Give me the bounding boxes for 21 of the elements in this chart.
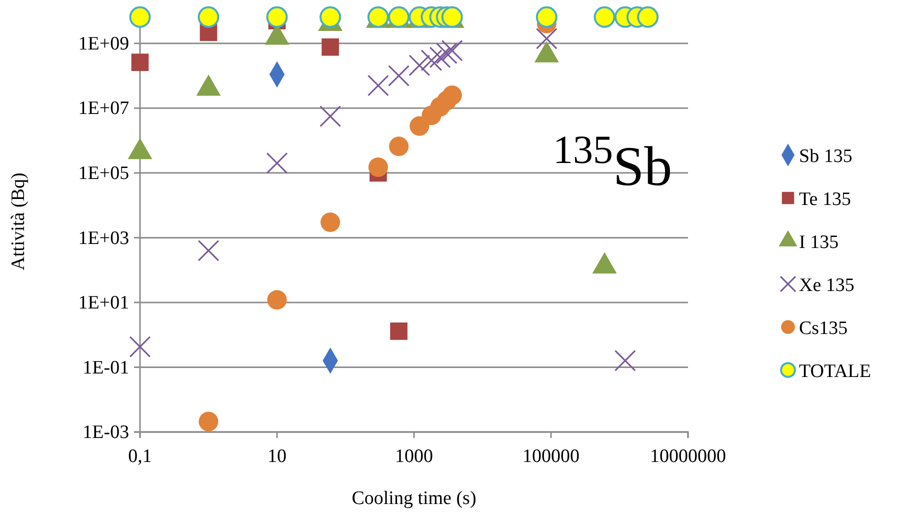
legend-label: Xe 135 [799, 275, 854, 296]
y-tick-label: 1E+07 [78, 98, 130, 120]
legend-label: I 135 [799, 232, 839, 253]
legend-label: Sb 135 [799, 146, 852, 167]
x-tick-label: 10 [268, 446, 286, 467]
x-tick-label: 1000 [395, 446, 433, 467]
y-tick-label: 1E-01 [82, 357, 130, 378]
x-axis-title: Cooling time (s) [352, 488, 476, 509]
y-axis-title: Attività (Bq) [8, 172, 29, 270]
y-tick-label: 1E+09 [78, 33, 130, 54]
x-tick-label: 10000000 [650, 446, 726, 467]
x-tick-label: 0,1 [128, 446, 152, 467]
y-tick-label: 1E+05 [78, 163, 130, 184]
x-tick-label: 100000 [522, 446, 580, 467]
legend-label: Te 135 [799, 189, 851, 210]
y-tick-label: 1E+03 [78, 228, 130, 249]
y-tick-label: 1E-03 [82, 422, 130, 444]
legend-label: Cs135 [799, 318, 848, 339]
legend-label: TOTALE [799, 361, 872, 382]
annotation: $^{135}$Sb [553, 126, 672, 198]
y-tick-label: 1E+01 [78, 292, 130, 314]
